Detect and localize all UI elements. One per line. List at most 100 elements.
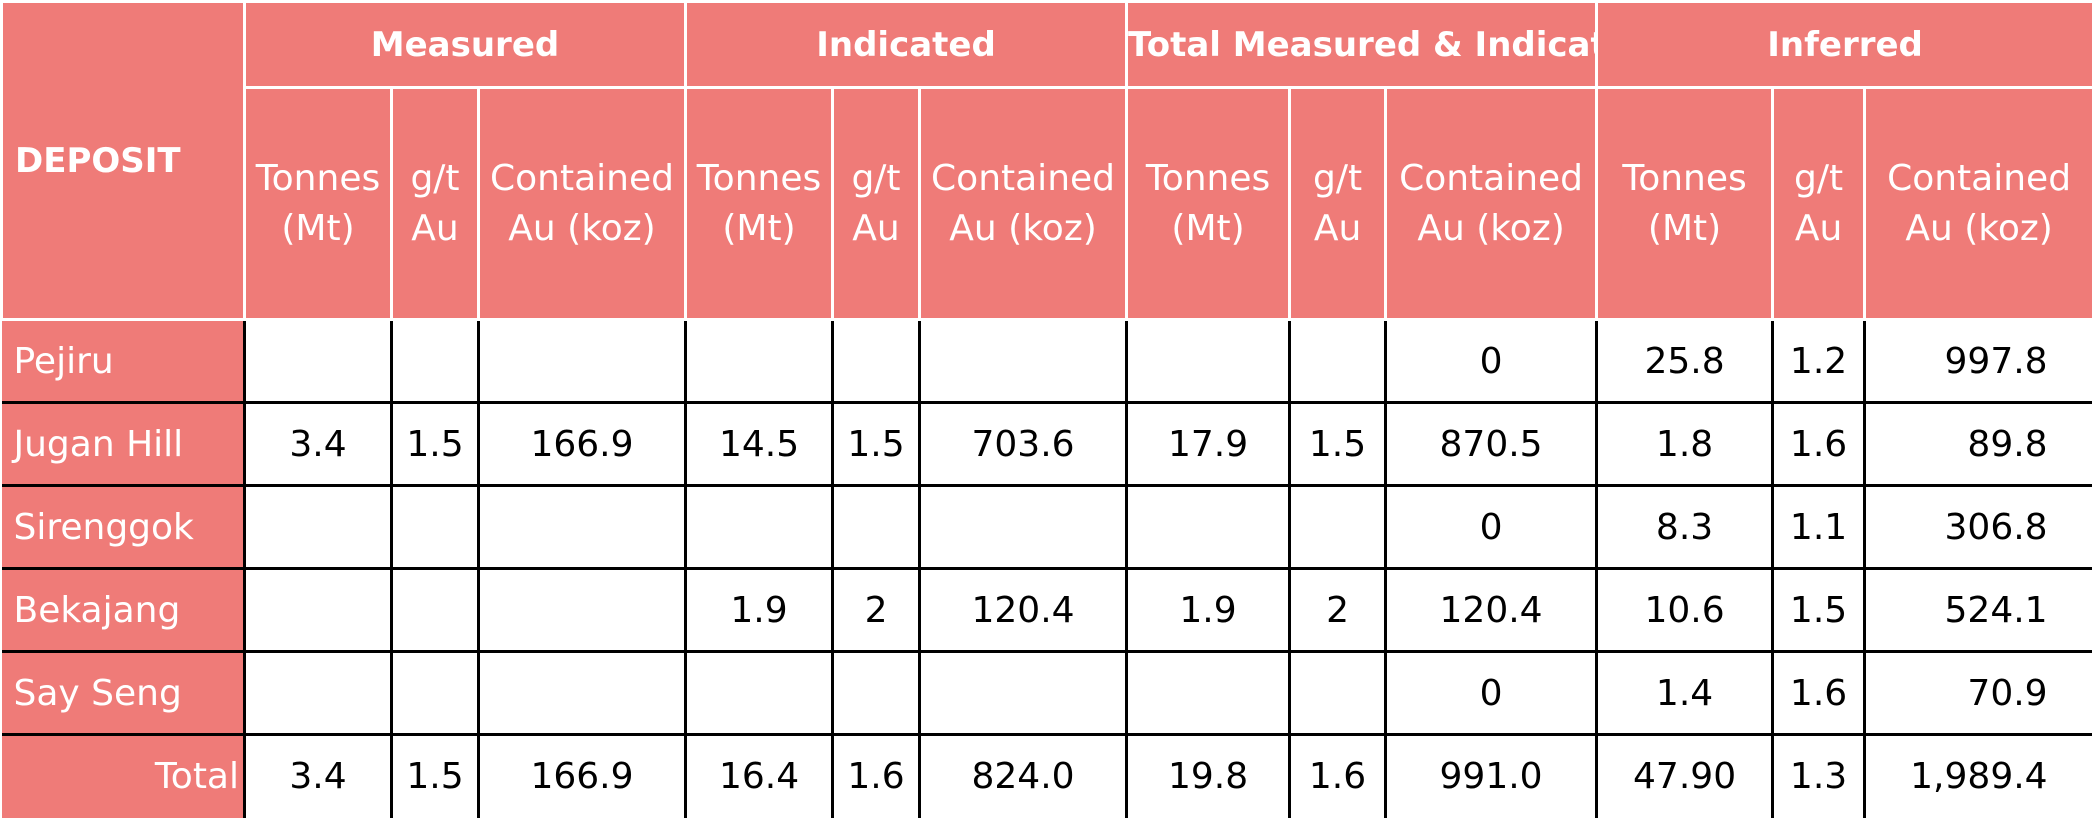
- table-cell: [479, 486, 686, 569]
- table-cell: 1.9: [1127, 569, 1290, 652]
- table-cell: 524.1: [1865, 569, 2092, 652]
- table-cell: 70.9: [1865, 652, 2092, 735]
- table-cell: 1.5: [1290, 403, 1386, 486]
- table-cell: 166.9: [479, 735, 686, 818]
- table-cell: 166.9: [479, 403, 686, 486]
- table-cell: 1.5: [392, 735, 479, 818]
- table-cell: 1.2: [1773, 320, 1865, 403]
- table-row-say-seng: Say Seng 0 1.4 1.6 70.9: [2, 652, 2092, 735]
- table-cell: [833, 320, 920, 403]
- table-cell: [920, 652, 1127, 735]
- table-cell: [245, 320, 392, 403]
- measured-tonnes-header: Tonnes(Mt): [245, 88, 392, 320]
- table-cell: 2: [1290, 569, 1386, 652]
- total-mi-tonnes-header: Tonnes(Mt): [1127, 88, 1290, 320]
- table-cell: 1.8: [1597, 403, 1773, 486]
- table-row-pejiru: Pejiru 0 25.8 1.2 997.8: [2, 320, 2092, 403]
- table-cell: [1290, 320, 1386, 403]
- table-cell: [920, 320, 1127, 403]
- table-cell: 306.8: [1865, 486, 2092, 569]
- table-cell: 1.5: [833, 403, 920, 486]
- table-cell: 1.5: [1773, 569, 1865, 652]
- measured-group-header: Measured: [245, 2, 686, 88]
- table-cell: 89.8: [1865, 403, 2092, 486]
- table-cell: 870.5: [1386, 403, 1597, 486]
- table-cell: 1.5: [392, 403, 479, 486]
- table-cell: 3.4: [245, 735, 392, 818]
- table-cell: 1.6: [833, 735, 920, 818]
- table-cell: [1127, 320, 1290, 403]
- table-row-bekajang: Bekajang 1.9 2 120.4 1.9 2 120.4 10.6 1.…: [2, 569, 2092, 652]
- table-cell: 0: [1386, 652, 1597, 735]
- indicated-group-header: Indicated: [686, 2, 1127, 88]
- deposit-name: Bekajang: [2, 569, 245, 652]
- table-cell: [479, 569, 686, 652]
- table-cell: 25.8: [1597, 320, 1773, 403]
- table-cell: 997.8: [1865, 320, 2092, 403]
- table-cell: [392, 320, 479, 403]
- table-cell: [245, 569, 392, 652]
- table-cell: [392, 652, 479, 735]
- table-cell: [245, 486, 392, 569]
- table-cell: 1.9: [686, 569, 833, 652]
- table-cell: 1.6: [1290, 735, 1386, 818]
- total-label: Total: [2, 735, 245, 818]
- table-cell: 1,989.4: [1865, 735, 2092, 818]
- table-cell: [479, 320, 686, 403]
- table-cell: 120.4: [1386, 569, 1597, 652]
- table-cell: [392, 486, 479, 569]
- table-cell: 0: [1386, 486, 1597, 569]
- table-cell: [920, 486, 1127, 569]
- group-header-row: DEPOSIT Measured Indicated Total Measure…: [2, 2, 2092, 88]
- table-cell: 16.4: [686, 735, 833, 818]
- table-cell: [686, 486, 833, 569]
- table-row-sirenggok: Sirenggok 0 8.3 1.1 306.8: [2, 486, 2092, 569]
- table-row-jugan-hill: Jugan Hill 3.4 1.5 166.9 14.5 1.5 703.6 …: [2, 403, 2092, 486]
- deposit-name: Pejiru: [2, 320, 245, 403]
- inferred-tonnes-header: Tonnes(Mt): [1597, 88, 1773, 320]
- table-cell: 1.3: [1773, 735, 1865, 818]
- table-cell: [686, 320, 833, 403]
- deposit-name: Jugan Hill: [2, 403, 245, 486]
- table-cell: [479, 652, 686, 735]
- table-cell: [833, 486, 920, 569]
- table-cell: 703.6: [920, 403, 1127, 486]
- table-cell: [833, 652, 920, 735]
- table-cell: [392, 569, 479, 652]
- table-cell: 8.3: [1597, 486, 1773, 569]
- table-cell: 824.0: [920, 735, 1127, 818]
- table-cell: 19.8: [1127, 735, 1290, 818]
- deposit-name: Say Seng: [2, 652, 245, 735]
- total-measured-indicated-group-header: Total Measured & Indicated: [1127, 2, 1597, 88]
- table-cell: 1.4: [1597, 652, 1773, 735]
- table-cell: 2: [833, 569, 920, 652]
- table-cell: [1127, 486, 1290, 569]
- table-cell: 120.4: [920, 569, 1127, 652]
- table-cell: 3.4: [245, 403, 392, 486]
- table-cell: 1.6: [1773, 403, 1865, 486]
- table-cell: 0: [1386, 320, 1597, 403]
- table-cell: 1.6: [1773, 652, 1865, 735]
- table-cell: [245, 652, 392, 735]
- table-cell: [1290, 652, 1386, 735]
- deposit-column-header: DEPOSIT: [2, 2, 245, 320]
- table-cell: 14.5: [686, 403, 833, 486]
- indicated-tonnes-header: Tonnes(Mt): [686, 88, 833, 320]
- table-cell: 47.90: [1597, 735, 1773, 818]
- inferred-group-header: Inferred: [1597, 2, 2092, 88]
- table-cell: 991.0: [1386, 735, 1597, 818]
- table-cell: [1290, 486, 1386, 569]
- table-cell: [686, 652, 833, 735]
- table-cell: 17.9: [1127, 403, 1290, 486]
- table-cell: [1127, 652, 1290, 735]
